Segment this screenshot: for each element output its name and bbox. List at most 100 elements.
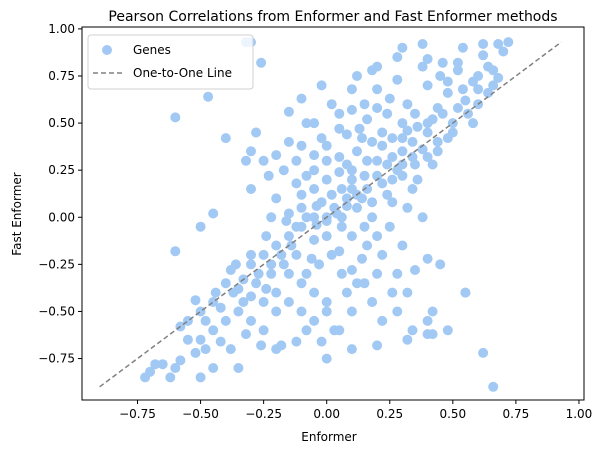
gene-point: [346, 306, 357, 317]
gene-point: [210, 287, 221, 298]
gene-point: [457, 42, 468, 53]
gene-point: [488, 65, 499, 76]
gene-point: [291, 249, 302, 260]
gene-point: [392, 268, 403, 279]
gene-point: [372, 268, 383, 279]
x-tick-label: 0.75: [503, 407, 530, 421]
gene-point: [296, 140, 307, 151]
gene-point: [387, 174, 398, 185]
gene-point: [359, 278, 370, 289]
x-tick-label: 0.50: [439, 407, 466, 421]
gene-point: [372, 103, 383, 113]
x-tick-label: −0.50: [182, 407, 219, 421]
gene-point: [296, 189, 307, 200]
gene-point: [417, 39, 428, 49]
gene-point: [442, 133, 453, 144]
gene-point: [291, 336, 302, 347]
gene-point: [382, 189, 393, 200]
gene-point: [422, 54, 433, 64]
gene-point: [283, 208, 294, 219]
gene-point: [271, 344, 282, 355]
gene-point: [309, 287, 320, 298]
gene-point: [435, 259, 446, 270]
gene-point: [309, 118, 320, 129]
gene-point: [422, 80, 433, 91]
gene-point: [341, 287, 352, 298]
gene-point: [488, 381, 499, 392]
gene-point: [412, 121, 423, 132]
x-axis-label: Enformer: [301, 430, 357, 444]
gene-point: [468, 76, 478, 87]
gene-point: [316, 80, 327, 91]
gene-point: [281, 216, 292, 226]
gene-point: [357, 133, 367, 144]
gene-point: [301, 118, 312, 129]
gene-point: [372, 155, 383, 166]
gene-point: [225, 344, 236, 355]
gene-point: [256, 340, 267, 351]
gene-point: [215, 302, 226, 313]
gene-point: [278, 165, 289, 176]
gene-point: [367, 297, 378, 307]
gene-point: [296, 278, 307, 289]
gene-point: [291, 178, 302, 189]
gene-point: [346, 184, 357, 194]
gene-point: [258, 297, 269, 307]
gene-point: [357, 253, 367, 264]
gene-point: [352, 71, 362, 81]
plot-frame: [81, 26, 585, 401]
gene-point: [266, 268, 277, 279]
gene-point: [321, 174, 332, 185]
gene-point: [150, 359, 161, 370]
gene-point: [261, 283, 272, 294]
gene-point: [457, 84, 468, 95]
legend-label-genes: Genes: [133, 43, 171, 57]
gene-point: [309, 234, 320, 245]
gene-point: [422, 253, 433, 264]
gene-point: [498, 46, 509, 57]
gene-point: [208, 363, 219, 373]
gene-point: [397, 133, 408, 144]
gene-point: [478, 347, 489, 358]
gene-point: [384, 221, 395, 232]
gene-point: [140, 372, 151, 383]
gene-point: [422, 152, 433, 162]
gene-point: [246, 146, 256, 157]
gene-point: [407, 325, 418, 336]
gene-point: [170, 112, 181, 123]
gene-point: [397, 42, 408, 53]
gene-point: [463, 108, 473, 119]
gene-point: [336, 268, 347, 279]
gene-point: [372, 340, 383, 351]
gene-point: [258, 325, 269, 336]
gene-point: [309, 165, 320, 176]
gene-point: [372, 84, 383, 95]
gene-point: [170, 363, 181, 373]
gene-point: [246, 315, 256, 326]
gene-point: [334, 123, 345, 134]
gene-point: [233, 306, 244, 317]
gene-point: [397, 170, 408, 181]
gene-point: [296, 306, 307, 317]
gene-point: [256, 57, 267, 68]
x-tick-label: −0.75: [119, 407, 156, 421]
gene-point: [367, 136, 378, 147]
y-tick-label: 0.25: [48, 163, 75, 177]
gene-point: [326, 249, 337, 260]
gene-point: [309, 150, 320, 161]
gene-point: [354, 123, 365, 134]
gene-point: [251, 278, 262, 289]
gene-point: [483, 87, 494, 98]
gene-point: [341, 129, 352, 140]
gene-point: [291, 221, 302, 232]
gene-point: [258, 249, 269, 260]
gene-point: [263, 170, 274, 181]
gene-point: [435, 71, 446, 81]
gene-point: [452, 57, 463, 68]
gene-point: [460, 95, 471, 106]
gene-point: [286, 240, 297, 251]
gene-point: [175, 355, 186, 366]
gene-point: [402, 287, 413, 298]
gene-point: [309, 315, 320, 326]
